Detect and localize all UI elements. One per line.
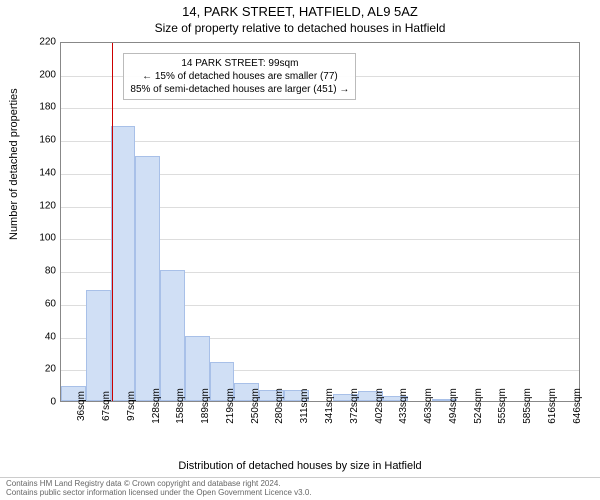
- y-tick-label: 0: [50, 397, 56, 408]
- x-tick-label: 463sqm: [423, 388, 434, 424]
- x-tick-label: 646sqm: [572, 388, 583, 424]
- property-marker-line: [112, 43, 113, 401]
- y-tick-label: 200: [39, 69, 56, 80]
- y-tick-label: 140: [39, 167, 56, 178]
- histogram-bar: [86, 290, 111, 401]
- y-tick-label: 40: [45, 331, 56, 342]
- x-tick-label: 311sqm: [299, 389, 310, 424]
- footer-line1: Contains HM Land Registry data © Crown c…: [6, 479, 312, 489]
- plot-area: 14 PARK STREET: 99sqm ← 15% of detached …: [60, 42, 580, 402]
- page-title: 14, PARK STREET, HATFIELD, AL9 5AZ: [0, 0, 600, 19]
- x-tick-label: 97sqm: [126, 391, 137, 421]
- y-tick-label: 180: [39, 102, 56, 113]
- histogram-bar: [160, 270, 185, 401]
- x-tick-label: 280sqm: [274, 388, 285, 424]
- y-tick-label: 20: [45, 364, 56, 375]
- x-tick-label: 402sqm: [374, 388, 385, 424]
- x-tick-label: 555sqm: [497, 388, 508, 424]
- info-box: 14 PARK STREET: 99sqm ← 15% of detached …: [123, 53, 356, 100]
- x-tick-label: 67sqm: [101, 391, 112, 421]
- y-tick-label: 60: [45, 298, 56, 309]
- footer: Contains HM Land Registry data © Crown c…: [6, 479, 312, 498]
- grid-line: [61, 141, 579, 142]
- x-tick-label: 250sqm: [250, 388, 261, 424]
- infobox-line3: 85% of semi-detached houses are larger (…: [130, 83, 349, 96]
- histogram-bar: [111, 126, 136, 401]
- x-tick-label: 616sqm: [547, 388, 558, 424]
- x-tick-label: 219sqm: [225, 388, 236, 424]
- footer-line2: Contains public sector information licen…: [6, 488, 312, 498]
- x-axis-label: Distribution of detached houses by size …: [0, 460, 600, 472]
- y-tick-label: 120: [39, 200, 56, 211]
- x-tick-label: 189sqm: [200, 388, 211, 424]
- x-tick-label: 524sqm: [473, 388, 484, 424]
- histogram-bar: [135, 156, 160, 401]
- y-tick-label: 100: [39, 233, 56, 244]
- chart-container: 14 PARK STREET: 99sqm ← 15% of detached …: [60, 42, 580, 422]
- infobox-line1: 14 PARK STREET: 99sqm: [130, 57, 349, 70]
- x-tick-label: 158sqm: [175, 388, 186, 424]
- page-subtitle: Size of property relative to detached ho…: [0, 19, 600, 39]
- y-axis-label: Number of detached properties: [8, 88, 20, 240]
- x-tick-label: 36sqm: [76, 391, 87, 421]
- y-tick-label: 160: [39, 135, 56, 146]
- x-tick-label: 433sqm: [398, 388, 409, 424]
- x-tick-label: 585sqm: [522, 388, 533, 424]
- x-tick-label: 341sqm: [324, 388, 335, 424]
- y-tick-label: 220: [39, 37, 56, 48]
- x-tick-label: 372sqm: [349, 388, 360, 424]
- y-tick-label: 80: [45, 266, 56, 277]
- infobox-line2: ← 15% of detached houses are smaller (77…: [130, 70, 349, 83]
- x-tick-label: 128sqm: [151, 388, 162, 424]
- grid-line: [61, 108, 579, 109]
- x-tick-label: 494sqm: [448, 388, 459, 424]
